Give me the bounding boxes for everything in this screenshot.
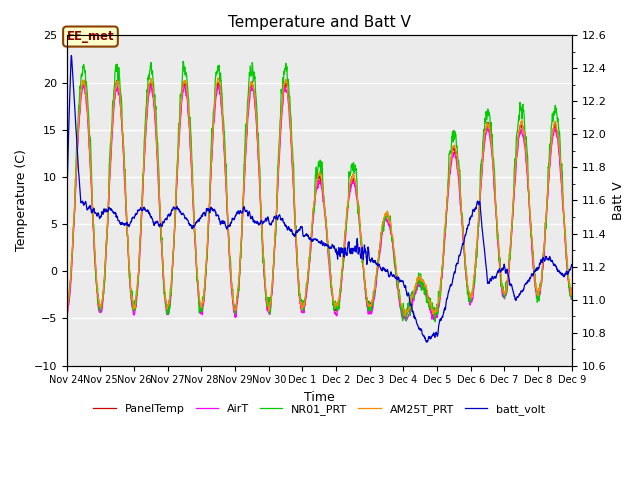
AirT — [403, 318, 410, 324]
Y-axis label: Batt V: Batt V — [612, 181, 625, 220]
batt_volt — [345, 239, 353, 245]
Line: AM25T_PRT: AM25T_PRT — [67, 78, 572, 316]
NR01_PRT — [568, 297, 576, 302]
NR01_PRT — [466, 298, 474, 303]
AirT — [524, 180, 531, 186]
batt_volt — [334, 256, 342, 262]
AirT — [538, 280, 545, 286]
Line: AirT: AirT — [67, 85, 572, 321]
AirT — [334, 307, 342, 312]
AM25T_PRT — [538, 274, 545, 280]
NR01_PRT — [204, 236, 212, 242]
batt_volt — [67, 53, 75, 59]
NR01_PRT — [179, 59, 187, 64]
AirT — [466, 302, 474, 308]
AM25T_PRT — [524, 170, 531, 176]
Line: batt_volt: batt_volt — [67, 56, 572, 342]
Legend: PanelTemp, AirT, NR01_PRT, AM25T_PRT, batt_volt: PanelTemp, AirT, NR01_PRT, AM25T_PRT, ba… — [89, 400, 550, 420]
AM25T_PRT — [204, 240, 211, 246]
PanelTemp — [568, 293, 576, 299]
PanelTemp — [402, 314, 410, 320]
AirT — [345, 197, 353, 203]
Line: NR01_PRT: NR01_PRT — [67, 61, 572, 322]
batt_volt — [63, 195, 70, 201]
AM25T_PRT — [63, 307, 70, 312]
NR01_PRT — [345, 183, 353, 189]
AM25T_PRT — [345, 193, 353, 199]
AirT — [63, 310, 70, 316]
batt_volt — [204, 208, 212, 214]
NR01_PRT — [63, 296, 70, 301]
PanelTemp — [345, 195, 353, 201]
NR01_PRT — [538, 278, 545, 284]
PanelTemp — [334, 304, 342, 310]
PanelTemp — [79, 77, 87, 83]
AM25T_PRT — [568, 285, 576, 291]
X-axis label: Time: Time — [304, 391, 335, 404]
batt_volt — [466, 215, 474, 221]
NR01_PRT — [431, 319, 439, 324]
PanelTemp — [63, 306, 70, 312]
PanelTemp — [204, 236, 212, 241]
PanelTemp — [538, 274, 545, 280]
NR01_PRT — [334, 304, 342, 310]
AirT — [568, 293, 576, 299]
Text: EE_met: EE_met — [67, 30, 115, 43]
AM25T_PRT — [334, 302, 342, 308]
AirT — [248, 82, 255, 88]
NR01_PRT — [524, 154, 531, 159]
PanelTemp — [466, 294, 474, 300]
AirT — [204, 246, 211, 252]
Title: Temperature and Batt V: Temperature and Batt V — [228, 15, 411, 30]
batt_volt — [423, 339, 431, 345]
AM25T_PRT — [214, 75, 222, 81]
PanelTemp — [524, 172, 531, 178]
AM25T_PRT — [466, 294, 474, 300]
Y-axis label: Temperature (C): Temperature (C) — [15, 150, 28, 252]
batt_volt — [568, 262, 576, 267]
AM25T_PRT — [401, 313, 408, 319]
batt_volt — [538, 259, 545, 264]
batt_volt — [524, 279, 531, 285]
Line: PanelTemp: PanelTemp — [67, 80, 572, 317]
